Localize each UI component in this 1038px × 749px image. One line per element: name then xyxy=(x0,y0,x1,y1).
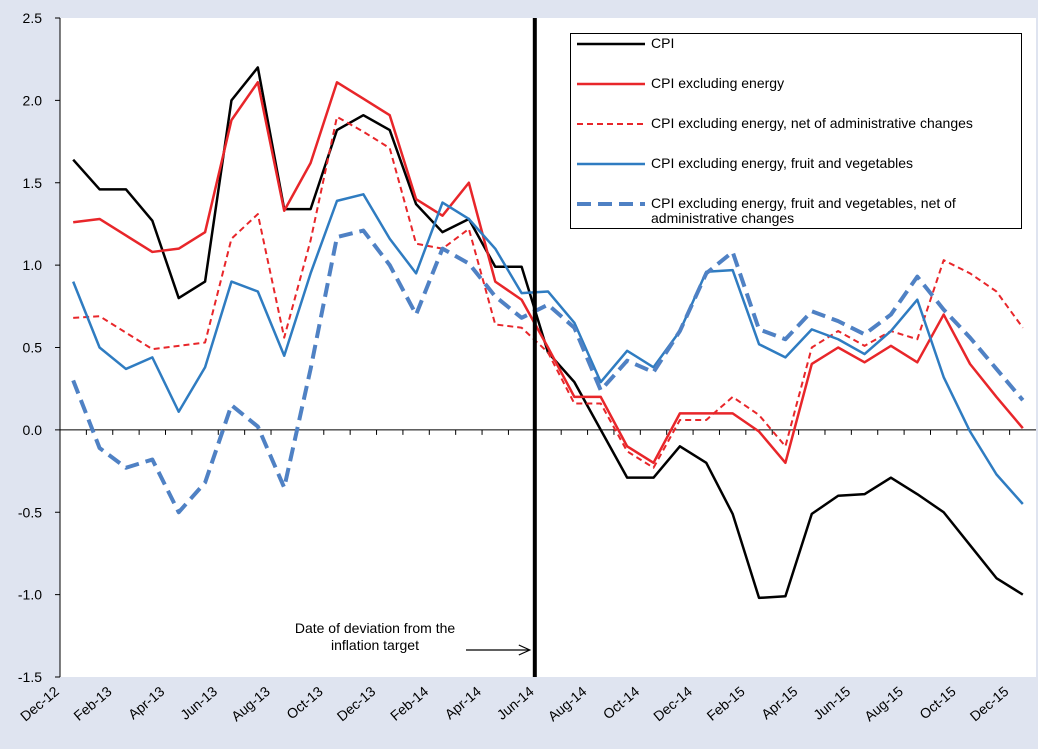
x-tick-label: Feb-14 xyxy=(387,683,431,724)
annotation: Date of deviation from the inflation tar… xyxy=(294,620,456,653)
y-tick-label: -1.5 xyxy=(18,669,42,685)
y-tick-label: 1.5 xyxy=(23,175,43,191)
x-tick-label: Aug-13 xyxy=(228,683,273,724)
legend-swatch xyxy=(577,162,645,166)
x-tick-label: Feb-15 xyxy=(704,683,748,724)
series-line xyxy=(73,115,1024,469)
x-tick-label: Jun-13 xyxy=(177,683,220,723)
x-tick-label: Oct-13 xyxy=(283,683,326,722)
legend-swatch xyxy=(577,202,645,206)
x-tick-label: Dec-15 xyxy=(967,683,1012,724)
x-tick-label: Jun-15 xyxy=(810,683,853,723)
y-tick-label: 2.0 xyxy=(23,92,43,108)
legend-entry: CPI excluding energy xyxy=(577,76,1015,116)
annotation-arrowhead xyxy=(518,644,532,656)
legend-swatch xyxy=(577,123,645,125)
series-line xyxy=(72,193,1024,505)
x-tick-label: Apr-14 xyxy=(441,683,484,722)
x-tick-label: Feb-13 xyxy=(70,683,114,724)
y-tick-label: 1.0 xyxy=(23,257,43,273)
y-tick-label: 0.0 xyxy=(23,422,43,438)
x-tick-label: Apr-15 xyxy=(758,683,801,722)
legend-entry: CPI xyxy=(577,36,1015,76)
legend-label: CPI excluding energy, net of administrat… xyxy=(651,115,973,131)
legend-entry: CPI excluding energy, net of administrat… xyxy=(577,116,1015,156)
legend-label: CPI excluding energy xyxy=(651,75,785,91)
y-tick-label: 0.5 xyxy=(23,340,43,356)
legend-entry: CPI excluding energy, fruit and vegetabl… xyxy=(577,156,1015,196)
legend-entry: CPI excluding energy, fruit and vegetabl… xyxy=(577,196,1015,236)
x-tick-label: Jun-14 xyxy=(494,683,537,723)
x-tick-label: Aug-14 xyxy=(545,683,590,724)
legend-swatch xyxy=(577,82,645,86)
x-tick-label: Oct-15 xyxy=(916,683,959,722)
x-tick-label: Dec-13 xyxy=(334,683,379,724)
legend-label: CPI excluding energy, fruit and vegetabl… xyxy=(651,195,956,226)
x-tick-label: Dec-12 xyxy=(17,683,62,724)
y-tick-label: -0.5 xyxy=(18,504,42,520)
legend-swatch xyxy=(577,42,645,46)
x-tick-label: Aug-15 xyxy=(861,683,906,724)
legend-label: CPI xyxy=(651,35,675,51)
x-tick-label: Apr-13 xyxy=(125,683,168,722)
x-tick-label: Oct-14 xyxy=(600,683,643,722)
legend: CPI CPI excluding energy CPI excluding ene… xyxy=(570,33,1022,229)
series-line xyxy=(73,81,1024,465)
x-tick-label: Dec-14 xyxy=(650,683,695,724)
y-tick-label: -1.0 xyxy=(18,587,42,603)
legend-label: CPI excluding energy, fruit and vegetabl… xyxy=(651,155,914,171)
y-tick-label: 2.5 xyxy=(23,10,43,26)
